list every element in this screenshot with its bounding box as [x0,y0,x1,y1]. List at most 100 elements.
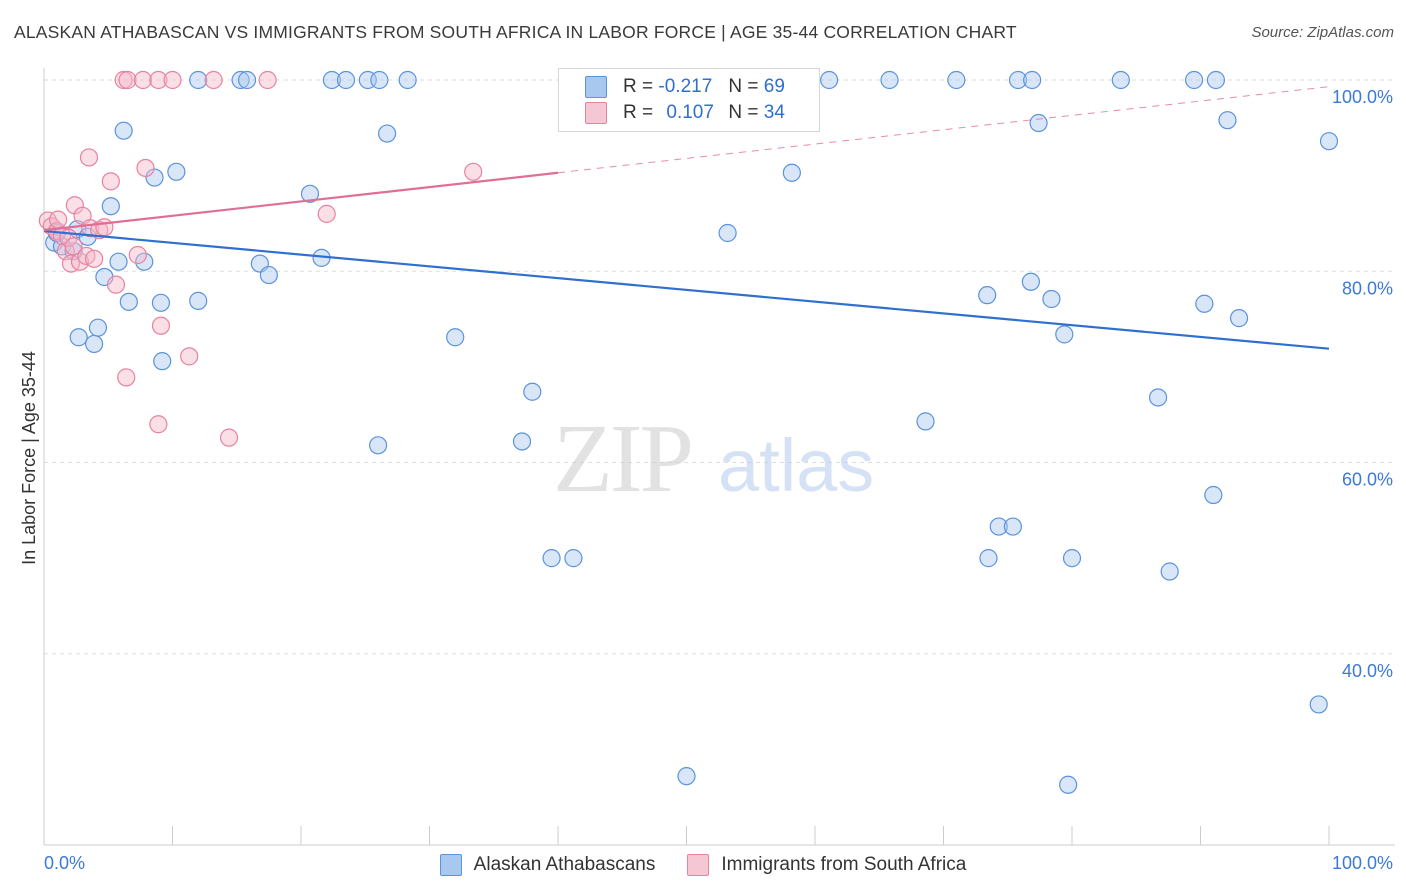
legend-item-athabascans: Alaskan Athabascans [439,854,656,876]
data-point-athabascan-32 [523,382,542,401]
data-point-athabascan-66 [1319,132,1339,151]
data-point-athabascan-24 [237,70,257,90]
data-point-athabascan-40 [820,70,839,90]
grid-lines [44,79,1395,655]
data-point-athabascan-29 [398,70,417,90]
data-point-athabascan-62 [1206,70,1226,90]
watermark-zip: ZIP [553,405,691,513]
legend-swatch-blue [439,854,462,876]
data-point-athabascan-46 [1023,70,1042,90]
data-point-athabascan-56 [1111,70,1130,90]
source-label: Source: ZipAtlas.com [1251,24,1394,41]
r-label: R = [623,102,654,123]
data-point-athabascan-43 [947,70,966,90]
chart-title: ALASKAN ATHABASCAN VS IMMIGRANTS FROM SO… [14,22,1017,42]
data-point-south-africa-23 [133,70,153,90]
data-point-south-africa-24 [136,158,155,178]
data-point-athabascan-13 [189,291,208,310]
data-point-athabascan-35 [542,549,561,568]
y-tick-label-3: 40.0% [1342,661,1393,681]
series-legend: Alaskan Athabascans Immigrants from Sout… [0,852,1406,878]
data-point-south-africa-19 [114,70,133,90]
legend-label: Immigrants from South Africa [721,854,967,875]
y-axis-label: In Labor Force | Age 35-44 [19,351,39,565]
r-value: 0.107 [666,102,714,123]
data-point-south-africa-31 [219,428,239,447]
data-point-south-africa-22 [128,245,147,265]
data-point-south-africa-35 [79,148,99,167]
data-point-athabascan-65 [1309,695,1328,714]
watermark-atlas: atlas [718,424,874,507]
axes [43,68,1395,846]
legend-row-south-africa: R = 0.107 N = 34 [585,100,785,126]
r-value: -0.217 [658,76,713,97]
data-point-south-africa-16 [95,218,114,237]
data-point-athabascan-54 [1055,325,1074,344]
data-point-athabascan-45 [1008,70,1028,90]
data-point-south-africa-15 [90,221,109,240]
y-tick-label-2: 60.0% [1342,470,1393,490]
data-point-south-africa-3 [49,210,68,229]
legend-swatch-pink [687,854,710,876]
data-point-south-africa-28 [163,70,182,90]
data-point-south-africa-18 [106,275,126,294]
data-point-athabascan-53 [1062,549,1082,568]
data-point-south-africa-34 [464,162,483,181]
y-tick-label-1: 80.0% [1342,278,1393,298]
data-point-athabascan-64 [1229,309,1249,328]
data-point-south-africa-14 [85,249,104,268]
data-point-athabascan-47 [989,517,1008,536]
data-point-athabascan-5 [101,197,120,216]
trend-line-south-africa [43,171,559,232]
r-label: R = [623,76,654,97]
data-point-athabascan-22 [189,70,208,90]
data-point-athabascan-61 [1204,485,1223,505]
legend-swatch-pink [585,102,607,124]
data-point-south-africa-8 [64,237,83,256]
data-point-athabascan-19 [259,265,278,285]
data-point-athabascan-42 [916,412,935,431]
data-point-south-africa-17 [101,172,120,191]
data-point-athabascan-25 [322,70,341,90]
data-point-athabascan-17 [153,352,172,371]
data-point-athabascan-44 [978,286,997,305]
data-point-athabascan-34 [369,436,388,455]
data-point-south-africa-33 [317,204,336,223]
data-point-athabascan-16 [85,334,104,354]
data-point-south-africa-32 [258,70,277,90]
data-point-south-africa-25 [149,70,168,90]
legend-item-south-africa: Immigrants from South Africa [687,854,966,876]
data-point-south-africa-27 [151,316,171,335]
data-point-athabascan-12 [151,293,171,312]
trend-lines [43,86,1330,350]
data-point-athabascan-50 [1029,113,1048,133]
data-point-athabascan-41 [880,70,899,90]
y-tick-label-0: 100.0% [1332,87,1393,107]
data-point-athabascan-26 [336,70,356,90]
data-point-athabascan-39 [782,163,801,182]
tick-labels: 100.0% 80.0% 60.0% 40.0% 0.0% 100.0% [44,87,1393,873]
data-point-south-africa-21 [117,368,136,387]
data-point-athabascan-52 [1042,289,1061,309]
data-point-athabascan-58 [1160,562,1179,581]
data-point-athabascan-57 [1148,388,1168,407]
data-point-athabascan-10 [135,252,154,271]
n-label: N = [728,102,759,123]
x-tick-label-max: 100.0% [1332,853,1393,873]
data-point-athabascan-28 [370,70,389,90]
data-point-athabascan-63 [1218,111,1237,130]
data-point-athabascan-23 [231,70,250,90]
watermark: ZIP atlas [553,405,874,513]
data-point-athabascan-20 [300,184,320,203]
data-point-athabascan-15 [88,318,108,337]
data-point-athabascan-33 [512,432,532,451]
legend-label: Alaskan Athabascans [473,854,656,875]
data-point-athabascan-11 [119,292,138,311]
correlation-legend: R = -0.217 N = 69 R = 0.107 N = 34 [558,68,820,132]
data-point-athabascan-60 [1195,294,1214,313]
data-point-athabascan-49 [979,549,998,568]
data-point-south-africa-26 [149,415,168,434]
n-value: 69 [763,76,785,97]
data-point-athabascan-38 [718,223,737,243]
